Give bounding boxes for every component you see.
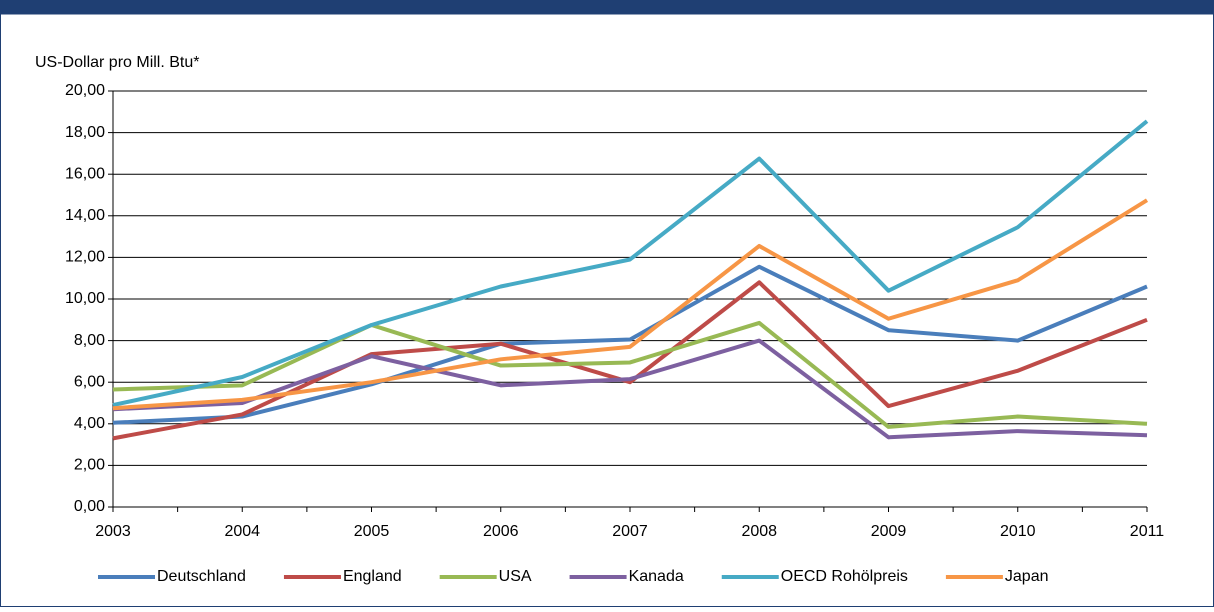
x-tick-label: 2008 [741, 523, 777, 540]
legend-label: USA [499, 568, 532, 585]
x-tick-label: 2006 [483, 523, 519, 540]
legend-label: Kanada [629, 568, 684, 585]
x-tick-label: 2007 [612, 523, 648, 540]
y-tick-label: 16,00 [65, 165, 105, 182]
series-line [112, 119, 1149, 408]
y-tick-label: 20,00 [65, 82, 105, 99]
legend-label: England [343, 568, 402, 585]
series-line [112, 198, 1149, 411]
x-tick-label: 2005 [354, 523, 390, 540]
y-tick-label: 12,00 [65, 249, 105, 266]
x-tick-label: 2011 [1130, 523, 1165, 540]
x-tick-label: 2010 [1000, 523, 1036, 540]
y-tick-label: 18,00 [65, 124, 105, 141]
series-line [112, 264, 1148, 425]
y-tick-label: 10,00 [65, 290, 105, 307]
y-tick-label: 6,00 [74, 373, 105, 390]
legend-label: Japan [1005, 568, 1049, 585]
x-tick-label: 2003 [95, 523, 131, 540]
y-tick-label: 4,00 [74, 415, 105, 432]
y-axis-label: US-Dollar pro Mill. Btu* [35, 54, 199, 71]
legend-label: Deutschland [157, 568, 246, 585]
y-tick-label: 2,00 [74, 457, 105, 474]
series-line [112, 338, 1148, 440]
legend-label: OECD Rohölpreis [781, 568, 908, 585]
y-tick-label: 14,00 [65, 207, 105, 224]
series-line [112, 320, 1148, 429]
frame [0, 13, 1214, 607]
x-tick-label: 2009 [871, 523, 907, 540]
y-tick-label: 0,00 [74, 498, 105, 515]
x-tick-label: 2004 [224, 523, 260, 540]
y-tick-label: 8,00 [74, 332, 105, 349]
header-bar [0, 0, 1214, 14]
